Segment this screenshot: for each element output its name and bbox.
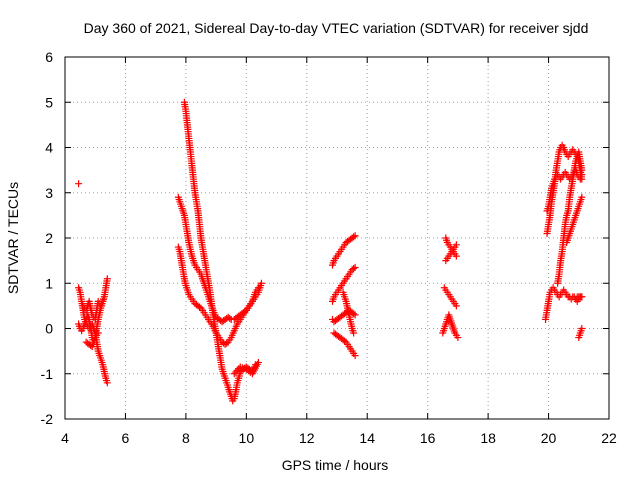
data-point — [226, 314, 234, 322]
data-point — [452, 302, 460, 310]
data-point — [254, 358, 262, 366]
y-tick-label: -2 — [41, 411, 54, 427]
y-tick-label: -1 — [41, 366, 54, 382]
x-tick-label: 6 — [122, 430, 130, 446]
data-point — [351, 311, 359, 319]
y-tick-label: 3 — [45, 185, 53, 201]
data-point — [350, 265, 358, 273]
data-point — [454, 334, 462, 342]
data-point — [233, 366, 241, 374]
data-point — [351, 232, 359, 240]
x-tick-label: 18 — [480, 430, 496, 446]
x-tick-label: 10 — [239, 430, 255, 446]
data-point — [351, 352, 359, 360]
y-axis-label: SDTVAR / TECUs — [5, 182, 21, 294]
data-point — [195, 303, 203, 311]
x-tick-label: 8 — [182, 430, 190, 446]
x-tick-label: 12 — [299, 430, 315, 446]
data-point — [100, 293, 108, 301]
x-tick-label: 20 — [541, 430, 557, 446]
data-point — [578, 193, 586, 201]
y-tick-label: 0 — [45, 321, 53, 337]
gridlines — [65, 57, 609, 419]
data-point — [75, 180, 83, 188]
data-point — [223, 339, 231, 347]
y-tick-label: 6 — [45, 49, 53, 65]
data-point — [578, 293, 586, 301]
x-axis-label: GPS time / hours — [282, 457, 389, 473]
data-point — [94, 329, 102, 337]
data-point — [578, 325, 586, 332]
data-point — [232, 368, 240, 376]
data-point — [257, 279, 265, 287]
data-points — [75, 98, 586, 405]
y-tick-label: 5 — [45, 94, 53, 110]
data-point — [103, 275, 111, 283]
y-tick-label: 4 — [45, 140, 53, 156]
data-point — [241, 308, 249, 316]
x-tick-label: 4 — [61, 430, 69, 446]
data-point — [452, 241, 460, 249]
y-tick-label: 1 — [45, 275, 53, 291]
x-tick-label: 14 — [359, 430, 375, 446]
data-point — [341, 337, 349, 345]
data-point — [350, 310, 358, 318]
x-tick-label: 16 — [420, 430, 436, 446]
chart-title: Day 360 of 2021, Sidereal Day-to-day VTE… — [84, 20, 589, 36]
x-tick-label: 22 — [601, 430, 617, 446]
data-point — [452, 252, 460, 260]
data-point — [230, 370, 238, 378]
y-tick-label: 2 — [45, 230, 53, 246]
data-point — [350, 329, 358, 337]
data-point — [351, 263, 359, 271]
data-point — [578, 166, 586, 174]
plot-frame — [64, 56, 610, 420]
data-point — [103, 379, 111, 387]
data-point — [254, 284, 262, 292]
data-point — [350, 233, 358, 241]
